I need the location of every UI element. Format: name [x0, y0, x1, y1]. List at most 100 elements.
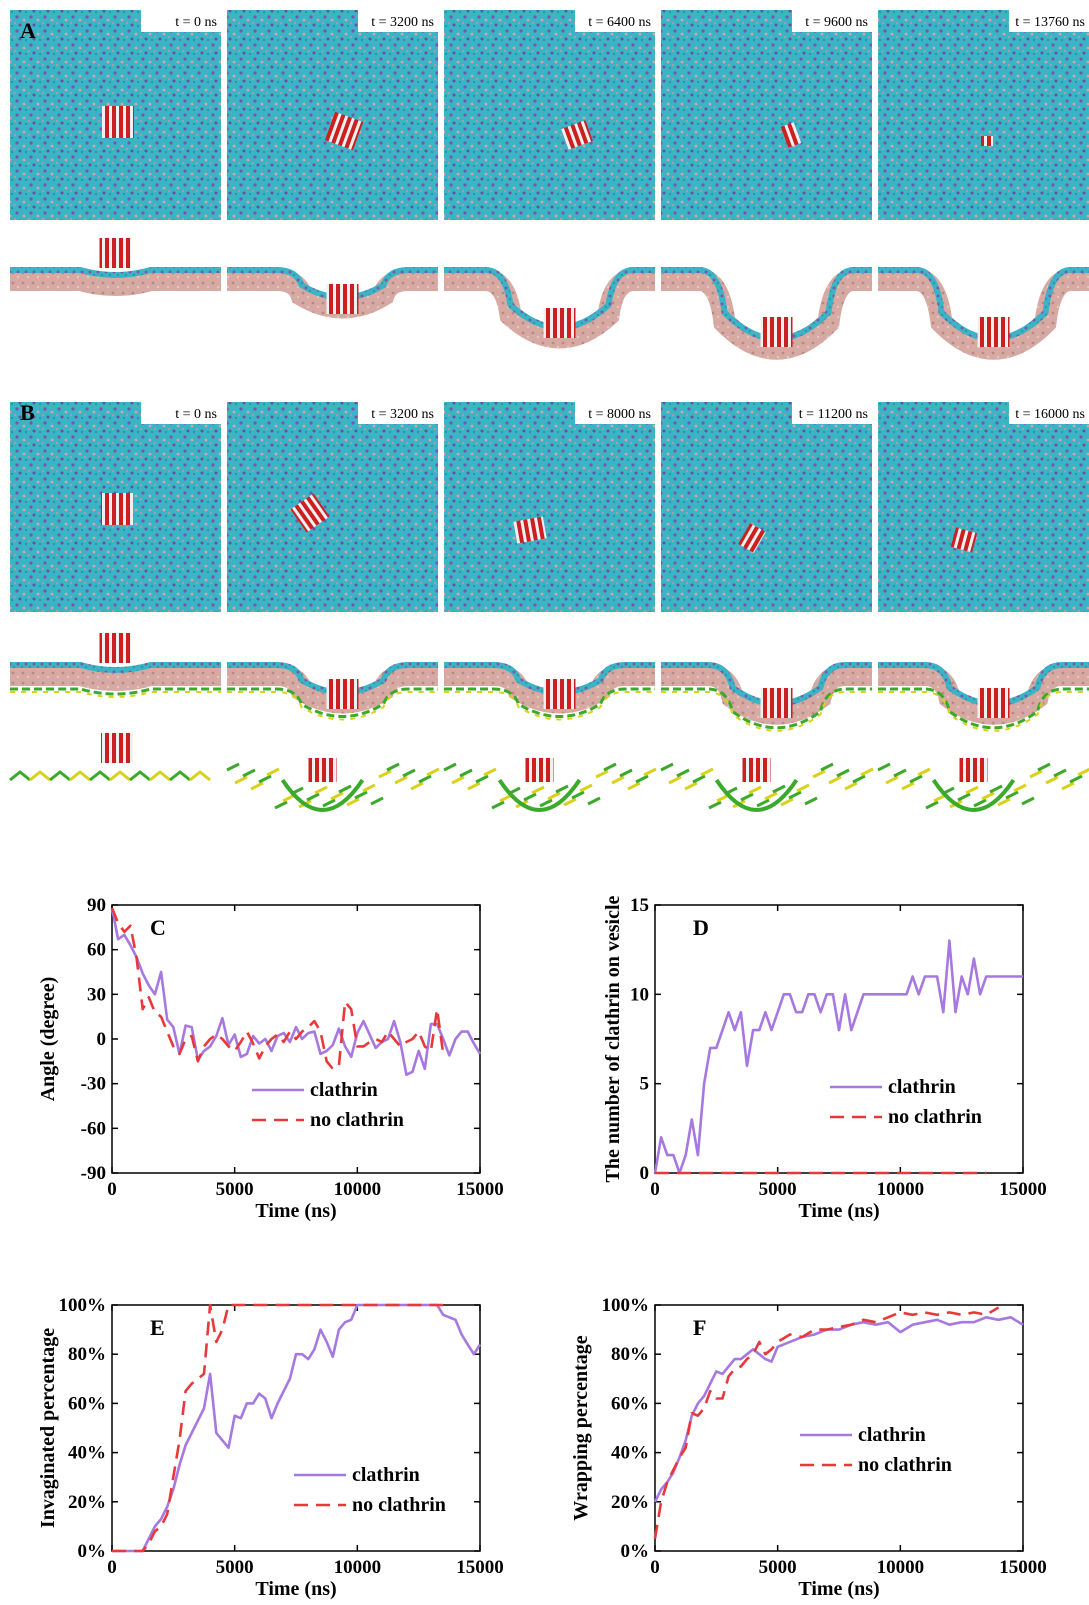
- x-tick-label: 5000: [759, 1179, 797, 1200]
- clathrin-segment: [274, 800, 288, 810]
- nanoparticle: [780, 122, 802, 148]
- clathrin-lattice-yellow: [227, 691, 438, 721]
- clathrin-segment: [410, 781, 424, 791]
- membrane-top-view: [878, 10, 1089, 220]
- clathrin-segment: [877, 762, 891, 772]
- clathrin-segment: [804, 796, 818, 806]
- membrane-top-view: [444, 10, 655, 220]
- panel-a-side-frame-2: [444, 267, 655, 349]
- time-label: t = 8000 ns: [588, 407, 651, 422]
- panel-a-top-frame-4: t = 13760 ns: [878, 10, 1089, 220]
- clathrin-segment: [595, 769, 609, 779]
- clathrin-segment: [467, 781, 481, 791]
- clathrin-segment: [531, 785, 545, 795]
- legend-label: clathrin: [310, 1079, 378, 1101]
- clathrin-segment: [483, 767, 497, 777]
- clathrin-segment: [635, 774, 649, 784]
- clathrin-triskelion: [9, 770, 31, 782]
- x-axis-label: Time (ns): [255, 1578, 336, 1600]
- panel-b-clathrin-frame-3: [660, 758, 874, 812]
- plot-frame: [654, 904, 1024, 1174]
- clathrin-segment: [981, 791, 995, 801]
- time-label: t = 13760 ns: [1015, 15, 1085, 30]
- membrane-side-view: [10, 269, 221, 296]
- clathrin-segment: [997, 797, 1011, 807]
- nanoparticle: [99, 633, 132, 663]
- clathrin-segment: [852, 774, 866, 784]
- panel-b-top-frame-0: t = 0 ns: [10, 402, 221, 612]
- legend-label: no clathrin: [888, 1106, 982, 1128]
- membrane-top-view: [227, 10, 438, 220]
- clathrin-segment: [820, 762, 834, 772]
- x-tick-label: 5000: [216, 1179, 254, 1200]
- clathrin-segment: [1021, 796, 1035, 806]
- clathrin-lattice-yellow: [10, 690, 221, 698]
- y-tick-label: 0: [97, 1029, 107, 1050]
- time-label-bg: [141, 10, 221, 32]
- clathrin-segment: [957, 792, 971, 802]
- clathrin-segment: [684, 781, 698, 791]
- nanoparticle: [513, 516, 547, 544]
- x-tick-label: 15000: [456, 1557, 504, 1578]
- time-label: t = 3200 ns: [371, 407, 434, 422]
- clathrin-segment: [1037, 762, 1051, 772]
- plot-frame: [654, 1304, 1024, 1552]
- clathrin-triskelion: [49, 770, 71, 782]
- plot-frame: [111, 1304, 481, 1552]
- clathrin-segment: [459, 768, 473, 778]
- clathrin-segment: [708, 800, 722, 810]
- nanoparticle: [326, 284, 359, 314]
- chart-letter: F: [693, 1315, 706, 1340]
- x-tick-label: 15000: [999, 1557, 1047, 1578]
- clathrin-triskelion: [149, 770, 171, 782]
- clathrin-segment: [909, 774, 923, 784]
- clathrin-segment: [660, 762, 674, 772]
- panel-b-side-frame-0: [10, 633, 221, 698]
- x-axis-label: Time (ns): [798, 1200, 879, 1222]
- clathrin-segment: [812, 769, 826, 779]
- clathrin-triskelion: [189, 770, 211, 782]
- time-label-bg: [575, 10, 655, 32]
- membrane-top-view: [661, 10, 872, 220]
- chart-letter: C: [150, 915, 166, 940]
- clathrin-cage: [280, 778, 365, 812]
- nanoparticle: [760, 317, 793, 347]
- clathrin-segment: [258, 774, 272, 784]
- membrane-top-view: [444, 402, 655, 612]
- clathrin-segment: [226, 762, 240, 772]
- series-line-no-clathrin: [112, 1303, 444, 1553]
- membrane-top-view: [661, 402, 872, 612]
- clathrin-segment: [402, 768, 416, 778]
- chart-letter: D: [693, 915, 709, 940]
- y-tick-label: 30: [87, 984, 106, 1005]
- clathrin-segment: [764, 791, 778, 801]
- clathrin-segment: [611, 775, 625, 785]
- clathrin-segment: [443, 762, 457, 772]
- y-tick-label: 80%: [68, 1344, 106, 1365]
- chart-d: 0 5000 10000 15000 15 10 5 0 Time (ns) The number…: [602, 895, 1047, 1222]
- panel-a-top-frame-3: t = 9600 ns: [661, 10, 872, 220]
- time-label: t = 11200 ns: [799, 407, 868, 422]
- panel-a-side-frame-0: [10, 238, 221, 296]
- clathrin-segment: [362, 783, 376, 793]
- time-label-bg: [141, 402, 221, 424]
- y-tick-label: 90: [87, 895, 106, 916]
- clathrin-segment: [539, 798, 553, 808]
- legend-label: clathrin: [858, 1424, 926, 1446]
- x-axis-label: Time (ns): [798, 1578, 879, 1600]
- x-tick-label: 0: [107, 1179, 117, 1200]
- clathrin-triskelion: [129, 770, 151, 782]
- x-tick-label: 10000: [334, 1557, 382, 1578]
- nanoparticle: [742, 758, 771, 782]
- clathrin-segment: [973, 798, 987, 808]
- y-tick-label: 20%: [68, 1492, 106, 1513]
- nanoparticle: [561, 120, 593, 150]
- y-axis-label: Wrapping percentage: [570, 1335, 592, 1520]
- legend-label: no clathrin: [352, 1494, 446, 1516]
- clathrin-cage: [931, 778, 1016, 812]
- panel-a-side-frame-4: [878, 267, 1089, 360]
- y-tick-label: 100%: [59, 1295, 107, 1316]
- membrane-head-layer: [10, 661, 221, 673]
- legend-label: no clathrin: [858, 1454, 952, 1476]
- time-label: t = 0 ns: [175, 407, 217, 422]
